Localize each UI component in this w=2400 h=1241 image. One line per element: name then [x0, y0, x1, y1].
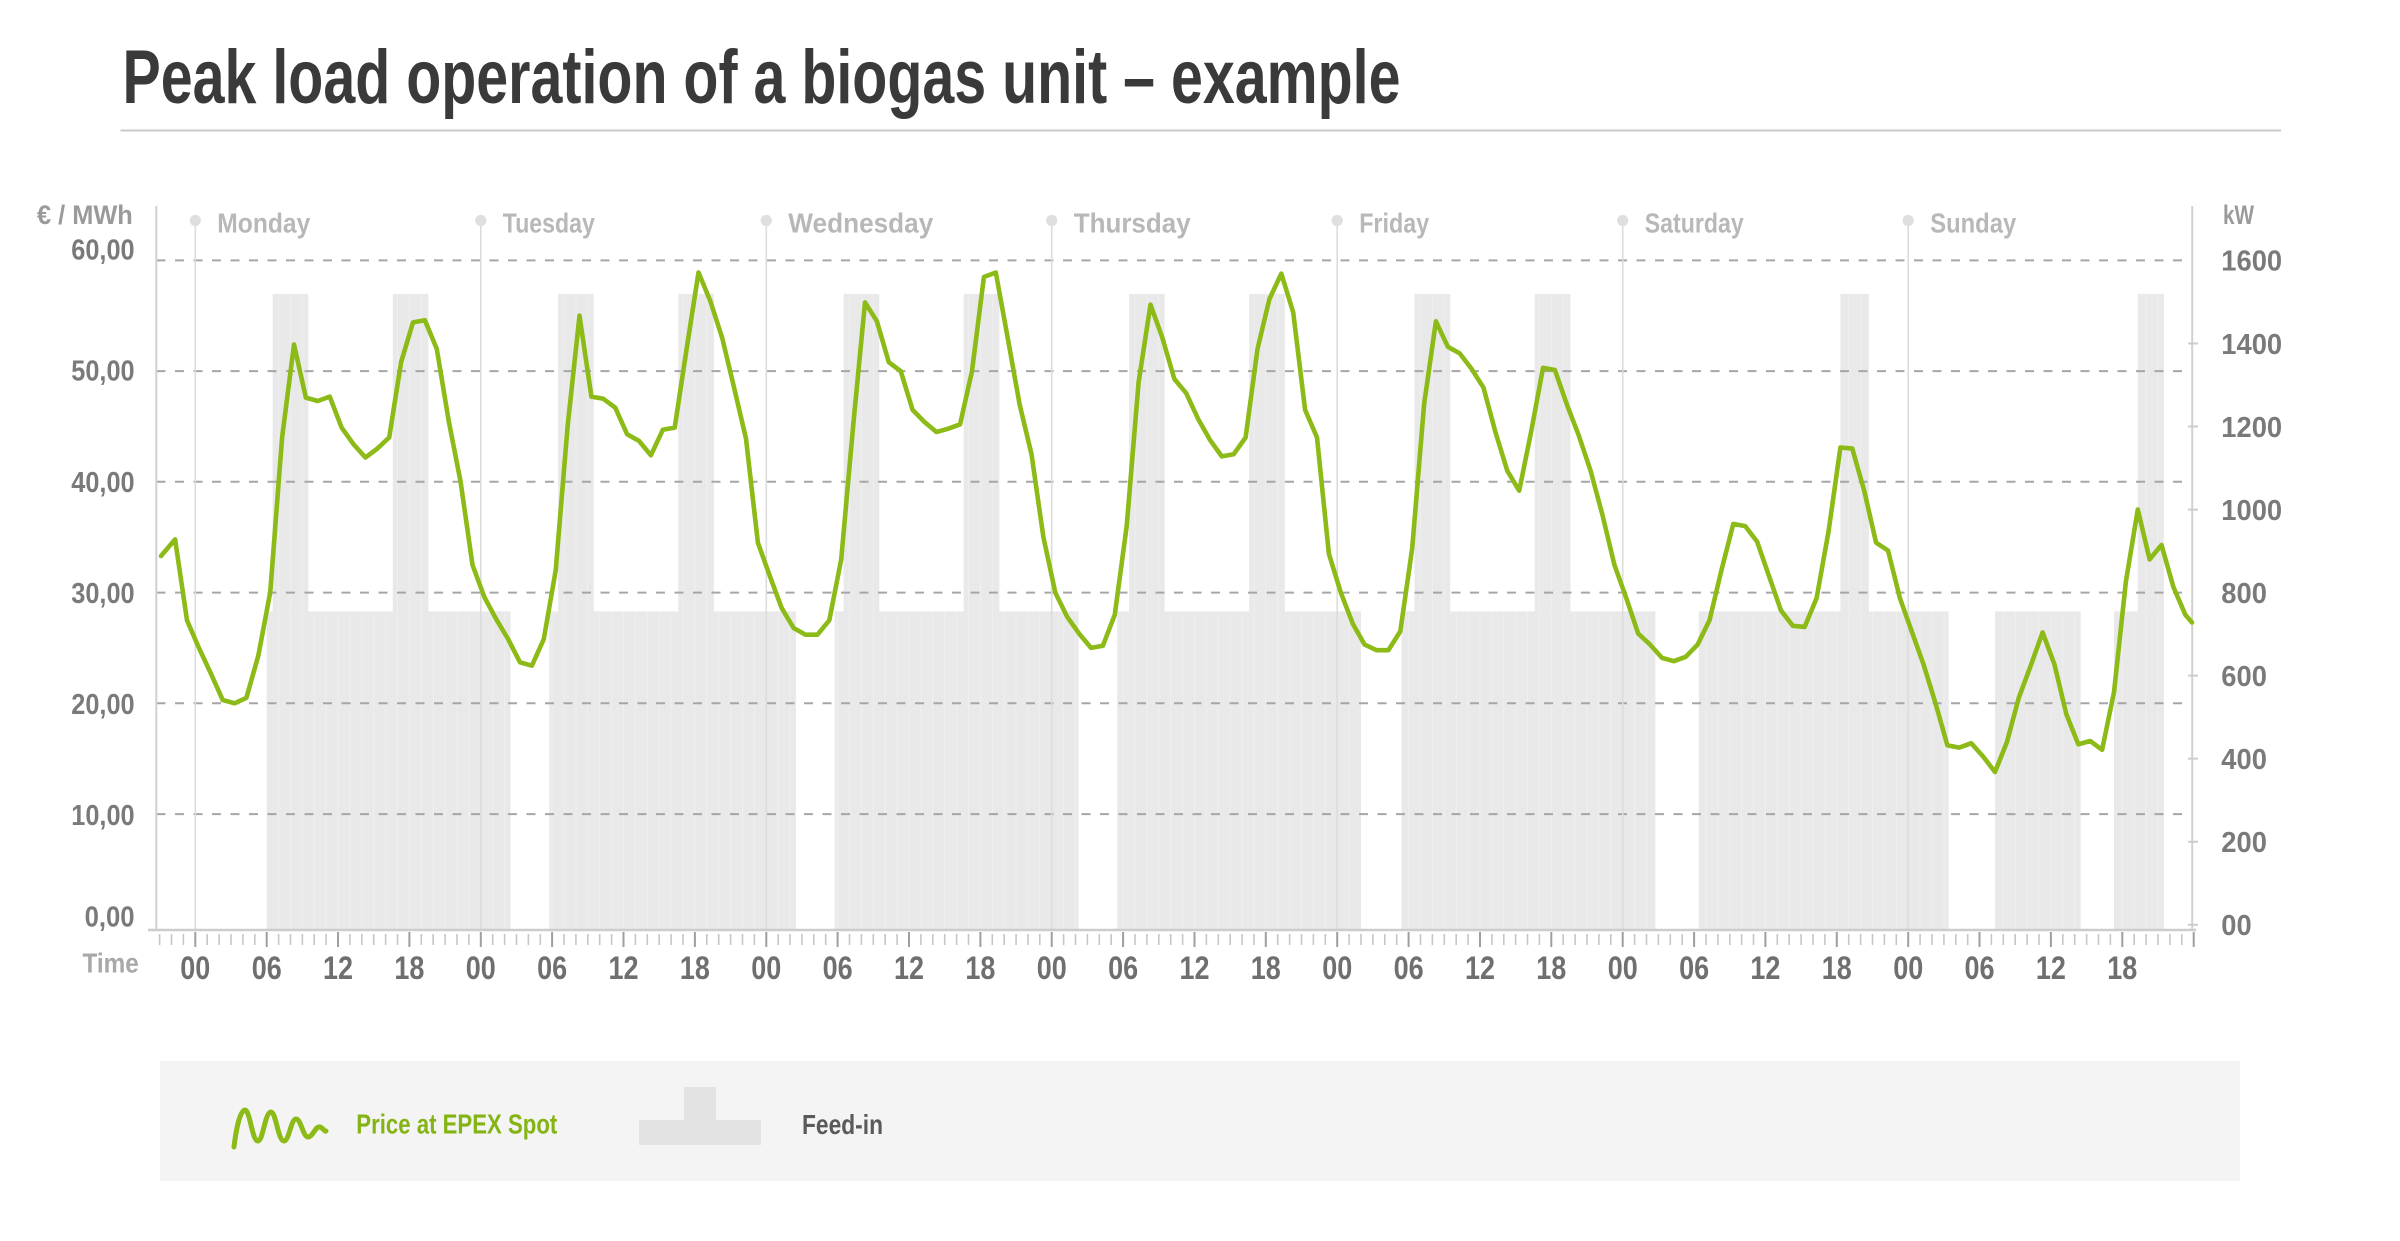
svg-text:12: 12 [1750, 950, 1780, 986]
svg-text:00: 00 [1608, 950, 1638, 986]
svg-text:20,00: 20,00 [71, 689, 134, 721]
svg-text:12: 12 [1180, 950, 1210, 986]
svg-text:1600: 1600 [2221, 245, 2282, 277]
svg-text:400: 400 [2221, 744, 2267, 776]
svg-text:Feed-in: Feed-in [802, 1109, 883, 1140]
svg-text:Tuesday: Tuesday [503, 208, 596, 239]
svg-text:1400: 1400 [2221, 329, 2282, 361]
svg-text:200: 200 [2221, 827, 2267, 859]
svg-text:Friday: Friday [1359, 208, 1430, 239]
svg-text:18: 18 [2107, 950, 2137, 986]
svg-text:Time: Time [83, 948, 139, 979]
svg-text:Monday: Monday [217, 208, 311, 239]
svg-text:Wednesday: Wednesday [788, 208, 934, 239]
svg-text:30,00: 30,00 [71, 578, 134, 610]
svg-text:10,00: 10,00 [71, 800, 134, 832]
svg-text:06: 06 [1679, 950, 1709, 986]
svg-text:00: 00 [466, 950, 496, 986]
svg-text:18: 18 [394, 950, 424, 986]
svg-text:06: 06 [252, 950, 282, 986]
svg-text:18: 18 [1822, 950, 1852, 986]
svg-text:06: 06 [537, 950, 567, 986]
svg-text:18: 18 [1251, 950, 1281, 986]
svg-text:Saturday: Saturday [1645, 208, 1745, 239]
svg-text:Price at EPEX Spot: Price at EPEX Spot [356, 1109, 557, 1140]
svg-text:00: 00 [1893, 950, 1923, 986]
svg-text:18: 18 [965, 950, 995, 986]
svg-text:12: 12 [894, 950, 924, 986]
svg-text:18: 18 [680, 950, 710, 986]
svg-text:12: 12 [609, 950, 639, 986]
svg-text:18: 18 [1536, 950, 1566, 986]
svg-text:1000: 1000 [2221, 495, 2282, 527]
svg-text:12: 12 [1465, 950, 1495, 986]
svg-text:60,00: 60,00 [71, 235, 134, 267]
svg-text:Peak load operation of a bioga: Peak load operation of a biogas unit – e… [123, 35, 1401, 120]
svg-text:800: 800 [2221, 578, 2267, 610]
svg-text:06: 06 [1108, 950, 1138, 986]
svg-text:Sunday: Sunday [1930, 208, 2017, 239]
svg-text:€ / MWh: € / MWh [37, 200, 133, 230]
svg-text:00: 00 [1322, 950, 1352, 986]
svg-text:00: 00 [2221, 910, 2251, 942]
svg-text:12: 12 [2036, 950, 2066, 986]
svg-text:0,00: 0,00 [85, 901, 135, 933]
svg-text:06: 06 [1965, 950, 1995, 986]
svg-text:06: 06 [1394, 950, 1424, 986]
svg-text:00: 00 [1037, 950, 1067, 986]
svg-text:kW: kW [2223, 200, 2254, 230]
svg-text:12: 12 [323, 950, 353, 986]
svg-text:Thursday: Thursday [1074, 208, 1192, 239]
svg-text:50,00: 50,00 [71, 356, 134, 388]
svg-text:00: 00 [180, 950, 210, 986]
svg-text:40,00: 40,00 [71, 467, 134, 499]
svg-text:600: 600 [2221, 661, 2267, 693]
svg-text:1200: 1200 [2221, 412, 2282, 444]
svg-text:06: 06 [823, 950, 853, 986]
svg-text:00: 00 [751, 950, 781, 986]
